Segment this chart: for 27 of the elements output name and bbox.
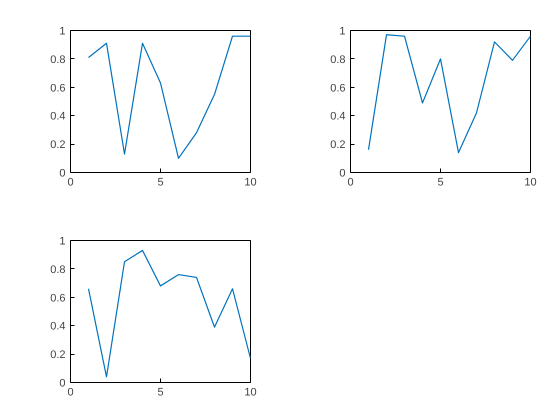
y-tick-label: 0.8 xyxy=(50,264,66,276)
y-tick-label: 1 xyxy=(59,26,66,38)
x-tick-label: 0 xyxy=(67,386,74,398)
y-tick-label: 0.2 xyxy=(50,139,66,152)
y-tick-label: 0.4 xyxy=(50,110,66,123)
y-tick-label: 0.2 xyxy=(50,349,66,362)
y-tick-label: 0.4 xyxy=(330,110,346,123)
x-tick-label: 5 xyxy=(157,386,164,398)
y-tick-label: 0.2 xyxy=(330,139,346,152)
y-tick-label: 0.6 xyxy=(50,292,66,304)
x-tick-label: 5 xyxy=(157,176,164,188)
y-tick-label: 0 xyxy=(59,168,66,180)
x-tick-label: 10 xyxy=(244,176,257,188)
y-tick-label: 0 xyxy=(59,378,66,390)
x-tick-label: 10 xyxy=(524,176,537,188)
y-tick-label: 0.6 xyxy=(50,82,66,94)
y-tick-label: 0.4 xyxy=(50,320,66,333)
y-tick-label: 0.8 xyxy=(50,54,66,66)
x-tick-label: 0 xyxy=(67,176,74,188)
y-tick-label: 0 xyxy=(339,168,346,180)
y-tick-label: 0.8 xyxy=(330,54,346,66)
y-tick-label: 0.6 xyxy=(330,82,346,94)
y-tick-label: 1 xyxy=(339,26,346,38)
x-tick-label: 0 xyxy=(347,176,354,188)
x-tick-label: 10 xyxy=(244,386,257,398)
y-tick-label: 1 xyxy=(59,236,66,248)
x-tick-label: 5 xyxy=(437,176,444,188)
